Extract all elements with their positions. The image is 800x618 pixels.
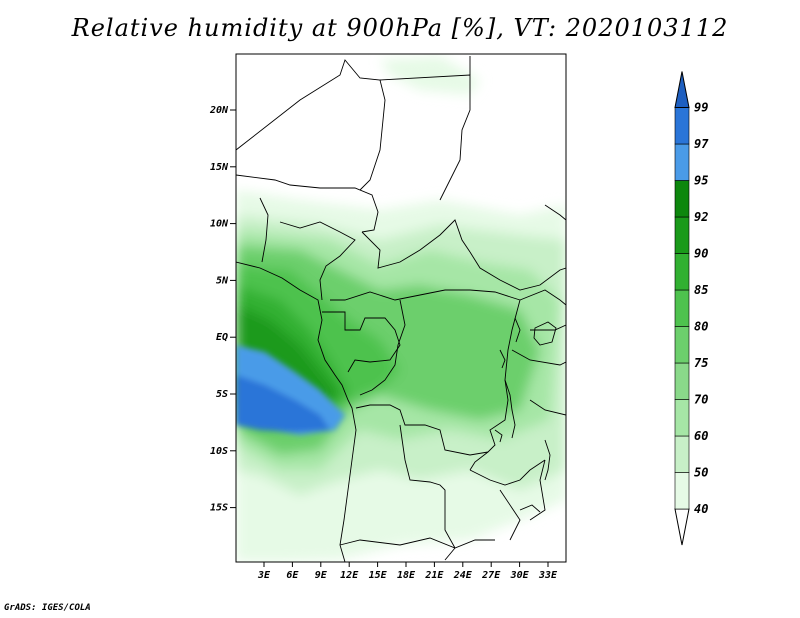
lake-albert: [514, 317, 521, 343]
border-niger-chad: [236, 174, 379, 233]
colorbar-segment: [674, 71, 690, 108]
colorbar-segment: [674, 435, 690, 473]
rh-zone-50-north: [380, 56, 480, 95]
lon-tick-label: 9E: [315, 570, 328, 581]
colorbar-label: 90: [694, 247, 708, 261]
colorbar-label: 99: [694, 101, 708, 115]
lon-tick-label: 3E: [257, 570, 271, 581]
border-drc-east: [469, 299, 521, 471]
border-drc-congo: [359, 299, 406, 396]
lat-tick-label: 10S: [210, 446, 228, 457]
lon-tick-label: 21E: [424, 570, 444, 581]
colorbar-label: 97: [694, 137, 709, 151]
latitude-axis: 20N 15N 10N 5N EQ 5S 10S 15S: [209, 105, 236, 514]
colorbar-segment: [674, 362, 690, 400]
lon-tick-label: 30E: [510, 570, 530, 581]
lon-tick-label: 6E: [286, 570, 299, 581]
lat-tick-label: 20N: [209, 105, 229, 116]
border-zambia-east: [469, 459, 546, 486]
border-angola-namibia: [339, 537, 495, 549]
colorbar-segment: [674, 326, 690, 364]
rh-zone-97: [236, 375, 330, 432]
colorbar-label: 40: [694, 502, 708, 516]
border-angola-zambia: [399, 424, 456, 561]
colorbar-segment: [674, 143, 690, 181]
border-nigeria-cameroon: [259, 197, 356, 301]
longitude-axis: 3E 6E 9E 12E 15E 18E 21E 24E 27E 30E 33E: [257, 562, 558, 581]
colorbar-label: 95: [694, 174, 708, 188]
lat-tick-label: EQ: [216, 332, 228, 343]
lon-tick-label: 24E: [453, 570, 473, 581]
coastline-west-africa: [236, 261, 357, 562]
lakes: [494, 317, 557, 513]
lake-tanganyika: [504, 379, 516, 439]
lake-victoria: [533, 321, 557, 346]
lon-tick-label: 18E: [397, 570, 416, 581]
map-frame: [235, 53, 567, 563]
border-congo-gabon: [322, 311, 401, 373]
colorbar-label: 85: [694, 283, 708, 297]
border-mozambique: [499, 459, 546, 541]
colorbar-label: 70: [694, 393, 708, 407]
colorbar-label: 92: [694, 210, 708, 224]
credit-label: GrADS: IGES/COLA: [4, 603, 91, 613]
border-libya-chad: [236, 59, 386, 191]
colorbar-segment: [674, 216, 690, 254]
colorbar-segment: [674, 399, 690, 437]
lon-tick-label: 33E: [538, 570, 558, 581]
colorbar-label: 80: [694, 320, 708, 334]
lon-tick-label: 12E: [340, 570, 359, 581]
colorbar-segment: [674, 253, 690, 291]
colorbar-label: 50: [694, 466, 708, 480]
lat-tick-label: 10N: [210, 219, 229, 230]
lat-tick-label: 5S: [216, 389, 228, 400]
lat-tick-label: 15S: [210, 503, 228, 514]
border-drc-angola: [355, 404, 489, 456]
lat-tick-label: 5N: [216, 275, 229, 286]
chart-title: Relative humidity at 900hPa [%], VT: 202…: [71, 14, 729, 42]
border-chad-car: [361, 219, 471, 269]
border-car-south: [330, 289, 521, 301]
lake-kivu: [499, 349, 506, 369]
lat-tick-label: 15N: [210, 162, 229, 173]
colorbar-segment: [674, 107, 690, 145]
colorbar: 40 50 60 70 75 80 85 90 92 95 97 99: [674, 71, 709, 546]
lake-mweru: [494, 429, 503, 443]
lon-tick-label: 27E: [481, 570, 501, 581]
colorbar-segment: [674, 472, 690, 510]
colorbar-segment: [674, 180, 690, 218]
lake-kariba: [519, 504, 541, 513]
lake-malawi: [544, 439, 551, 481]
humidity-field: [236, 54, 566, 562]
lon-tick-label: 15E: [369, 570, 388, 581]
border-ethiopia: [544, 204, 566, 221]
colorbar-label: 75: [694, 356, 708, 370]
colorbar-label: 60: [694, 429, 708, 443]
colorbar-segment: [674, 508, 690, 546]
border-south-sudan: [469, 251, 566, 291]
colorbar-segment: [674, 289, 690, 327]
